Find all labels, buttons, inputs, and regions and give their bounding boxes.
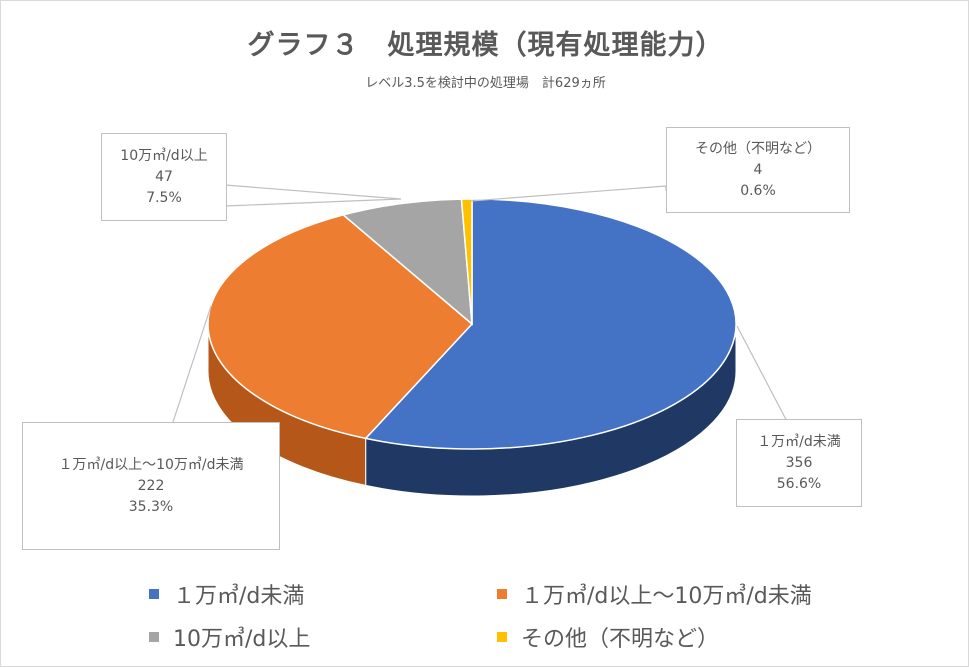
slice-10k-to-100k — [207, 214, 474, 440]
leader-under-10k — [736, 325, 861, 430]
callout-label: その他（不明など） — [695, 140, 821, 157]
legend-swatch — [149, 589, 159, 599]
callout-value: 356 — [785, 454, 813, 471]
legend-label: 10万㎥/d以上 — [173, 627, 311, 652]
slice-under-10k — [364, 198, 737, 450]
callout-percent: 7.5% — [146, 189, 182, 206]
leader-other — [470, 185, 667, 202]
callout-over-100k: 10万㎥/d以上 47 7.5% — [101, 133, 227, 221]
callout-percent: 35.3% — [128, 498, 174, 515]
legend-item-under-10k: １万㎥/d未満 — [149, 578, 304, 610]
chart-subtitle: レベル3.5を検討中の処理場 計629ヵ所 — [365, 76, 606, 91]
legend-label: その他（不明など） — [521, 627, 720, 652]
chart-title: グラフ３ 処理規模（現有処理能力） — [247, 30, 724, 61]
legend-label: １万㎥/d未満 — [173, 584, 305, 609]
callout-label: １万㎥/d以上～10万㎥/d未満 — [58, 456, 244, 473]
callout-label: 10万㎥/d以上 — [120, 147, 208, 164]
legend-swatch — [497, 589, 507, 599]
callout-10k-to-100k: １万㎥/d以上～10万㎥/d未満 222 35.3% — [22, 422, 280, 550]
legend-swatch — [497, 632, 507, 642]
callout-under-10k: １万㎥/d未満 356 56.6% — [736, 419, 862, 507]
callout-label: １万㎥/d未満 — [757, 433, 841, 450]
legend-swatch — [149, 632, 159, 642]
legend-label: １万㎥/d以上～10万㎥/d未満 — [521, 584, 812, 609]
callout-value: 4 — [753, 161, 763, 178]
legend-item-10k-to-100k: １万㎥/d以上～10万㎥/d未満 — [497, 578, 812, 610]
callout-percent: 0.6% — [740, 182, 776, 199]
callout-other: その他（不明など） 4 0.6% — [666, 127, 850, 213]
callout-value: 47 — [155, 168, 173, 185]
leader-10k-to-100k — [172, 305, 212, 423]
legend-item-other: その他（不明など） — [497, 621, 719, 653]
legend-item-over-100k: 10万㎥/d以上 — [149, 621, 310, 653]
leader-over-100k — [224, 184, 402, 207]
callout-value: 222 — [137, 477, 165, 494]
slice-over-100k — [341, 198, 473, 326]
callout-percent: 56.6% — [776, 475, 822, 492]
slice-other — [460, 198, 473, 325]
